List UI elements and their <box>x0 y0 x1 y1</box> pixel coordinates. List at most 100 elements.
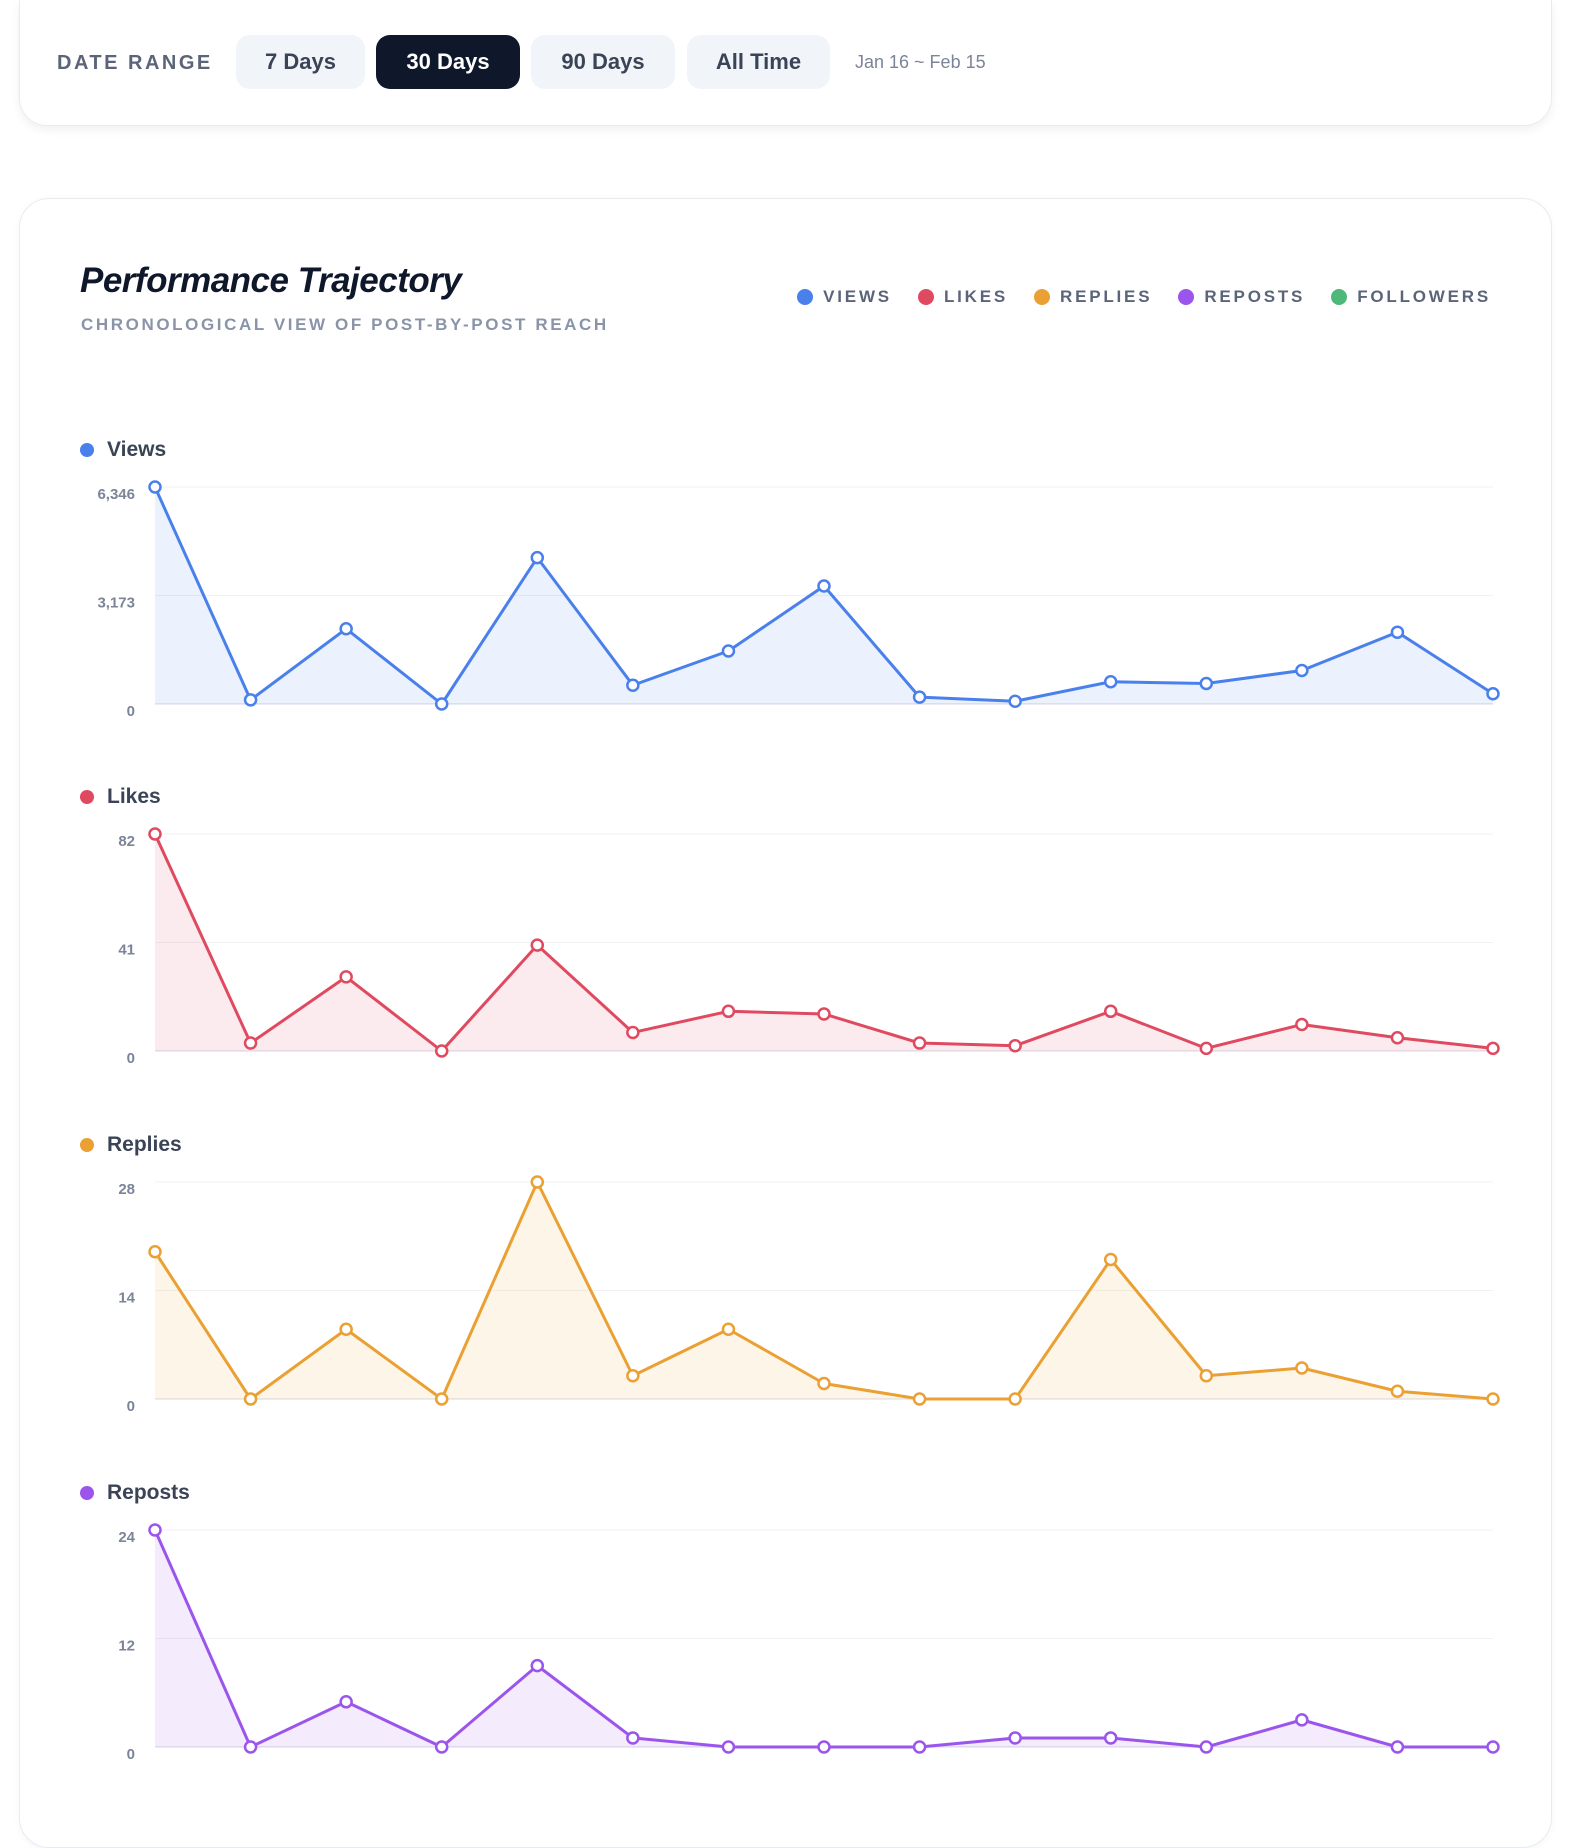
data-point <box>243 1740 258 1754</box>
data-point <box>912 1036 927 1050</box>
data-point <box>339 970 353 984</box>
legend-dot <box>797 289 814 305</box>
series-header: Replies <box>80 1133 182 1157</box>
series-title: Views <box>107 438 167 461</box>
legend-item-replies[interactable]: REPLIES <box>1034 287 1152 307</box>
data-point <box>434 697 449 711</box>
y-tick-label: 82 <box>118 833 135 850</box>
legend-dot <box>1331 289 1348 305</box>
series-title: Likes <box>107 785 161 808</box>
data-point <box>243 1036 258 1050</box>
data-point <box>1390 625 1405 639</box>
data-point <box>721 644 736 658</box>
data-point <box>243 693 258 707</box>
series-dot <box>80 1486 94 1500</box>
performance-chart-card: Performance Trajectory CHRONOLOGICAL VIE… <box>19 198 1552 1848</box>
y-tick-label: 0 <box>127 1746 135 1763</box>
series-dot <box>80 443 94 457</box>
data-point <box>721 1322 736 1336</box>
y-tick-label: 24 <box>118 1529 135 1546</box>
y-tick-label: 41 <box>118 942 135 959</box>
data-point <box>1008 1731 1022 1745</box>
y-tick-label: 12 <box>118 1638 135 1655</box>
legend-item-reposts[interactable]: REPOSTS <box>1178 287 1305 307</box>
data-point <box>243 1392 258 1406</box>
series-dot <box>80 790 94 804</box>
data-point <box>1295 1017 1309 1032</box>
data-point <box>912 1392 927 1406</box>
data-point <box>1103 1004 1118 1019</box>
legend-item-likes[interactable]: LIKES <box>917 287 1008 307</box>
legend-dot <box>1034 289 1050 305</box>
legend-label: FOLLOWERS <box>1357 287 1491 306</box>
data-point <box>434 1392 449 1406</box>
series-header: Reposts <box>80 1481 190 1505</box>
date-range-filter: DATE RANGE 7 Days 30 Days 90 Days All Ti… <box>19 0 1552 126</box>
data-point <box>1008 1392 1022 1406</box>
data-point <box>148 1523 162 1537</box>
y-tick-label: 6,346 <box>97 486 135 503</box>
data-point <box>626 678 640 692</box>
legend-label: VIEWS <box>823 287 892 306</box>
data-point <box>1008 694 1022 709</box>
series-title: Replies <box>107 1133 182 1156</box>
data-point <box>339 1322 353 1336</box>
legend-item-views[interactable]: VIEWS <box>797 287 892 307</box>
range-30-days-button[interactable]: 30 Days <box>376 35 520 89</box>
data-point <box>1390 1384 1405 1398</box>
y-tick-label: 28 <box>118 1181 135 1198</box>
data-point <box>339 1695 353 1709</box>
series-title: Reposts <box>107 1481 190 1504</box>
series-area <box>155 487 1493 704</box>
data-point <box>1486 1041 1500 1056</box>
data-point <box>148 480 162 494</box>
chart-subtitle: CHRONOLOGICAL VIEW OF POST-BY-POST REACH <box>81 315 609 334</box>
y-tick-label: 0 <box>127 703 135 720</box>
data-point <box>1199 1369 1214 1383</box>
series-header: Likes <box>80 785 161 809</box>
data-point <box>1486 1740 1500 1754</box>
date-range-label: DATE RANGE <box>57 52 213 74</box>
data-point <box>530 1175 545 1189</box>
data-point <box>1103 1252 1118 1267</box>
data-point <box>1295 1713 1309 1727</box>
data-point <box>817 1740 831 1754</box>
range-7-days-button[interactable]: 7 Days <box>236 35 365 89</box>
data-point <box>1486 1392 1500 1406</box>
data-point <box>1295 1361 1309 1375</box>
data-point <box>530 550 545 565</box>
series-area <box>155 1182 1493 1399</box>
range-90-days-button[interactable]: 90 Days <box>531 35 675 89</box>
legend-label: REPOSTS <box>1204 287 1306 306</box>
legend-dot <box>917 289 934 305</box>
legend-label: LIKES <box>943 287 1008 306</box>
data-point <box>817 1007 831 1021</box>
data-point <box>1199 1740 1214 1754</box>
data-point <box>434 1044 449 1058</box>
legend-dot <box>1178 289 1195 305</box>
data-point <box>1199 1041 1214 1056</box>
legend-item-followers[interactable]: FOLLOWERS <box>1331 287 1491 307</box>
series-plot: 28 14 0 <box>118 1175 1500 1415</box>
data-point <box>817 1376 831 1391</box>
series-area <box>155 834 1493 1051</box>
y-tick-label: 14 <box>118 1290 135 1307</box>
data-point <box>626 1369 640 1383</box>
range-all-time-button[interactable]: All Time <box>687 35 830 89</box>
chart-legend: VIEWS LIKES REPLIES REPOSTS FOLLOWERS <box>797 287 1491 307</box>
data-point <box>530 938 545 952</box>
data-point <box>626 1025 640 1040</box>
series-plot: 6,346 3,173 0 <box>97 480 1500 720</box>
data-point <box>148 827 162 841</box>
series-header: Views <box>80 438 166 462</box>
data-point <box>1295 663 1309 678</box>
data-point <box>817 579 831 593</box>
data-point <box>434 1740 449 1754</box>
data-point <box>1103 675 1118 689</box>
series-dot <box>80 1138 94 1152</box>
data-point <box>912 690 927 704</box>
data-point <box>339 622 353 636</box>
y-tick-label: 3,173 <box>97 595 135 612</box>
data-point <box>1199 676 1214 691</box>
data-point <box>626 1731 640 1745</box>
